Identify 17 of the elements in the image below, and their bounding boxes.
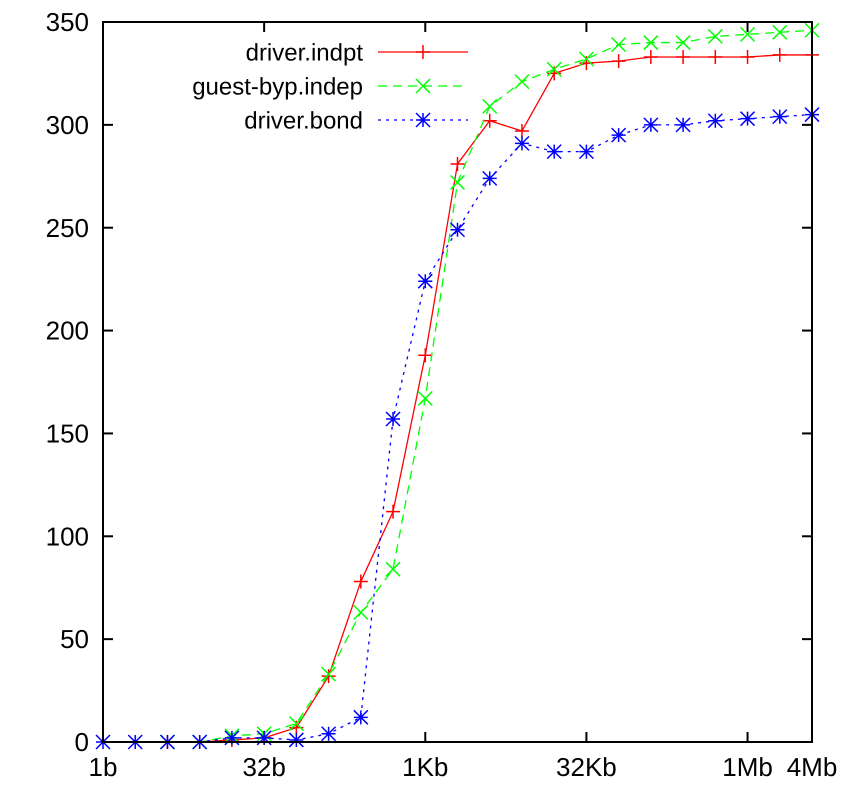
y-tick-label: 250 bbox=[46, 212, 89, 243]
y-tick-label: 150 bbox=[46, 418, 89, 449]
y-tick-label: 100 bbox=[46, 521, 89, 552]
y-tick-label: 0 bbox=[74, 727, 89, 758]
y-tick-label: 200 bbox=[46, 316, 89, 346]
x-tick-label: 32Kb bbox=[556, 752, 617, 782]
x-tick-label: 1Mb bbox=[722, 752, 773, 782]
x-tick-label: 32b bbox=[242, 752, 286, 782]
x-tick-label: 1Kb bbox=[402, 752, 448, 782]
y-tick-label: 350 bbox=[46, 7, 89, 38]
legend-label: driver.bond bbox=[244, 107, 363, 134]
x-tick-label: 4Mb bbox=[786, 752, 838, 782]
legend-label: driver.indpt bbox=[246, 39, 364, 66]
x-tick-label: 1b bbox=[88, 752, 118, 782]
y-tick-label: 50 bbox=[60, 624, 89, 654]
y-tick-label: 300 bbox=[46, 110, 89, 140]
legend-label: guest-byp.indep bbox=[192, 73, 363, 100]
